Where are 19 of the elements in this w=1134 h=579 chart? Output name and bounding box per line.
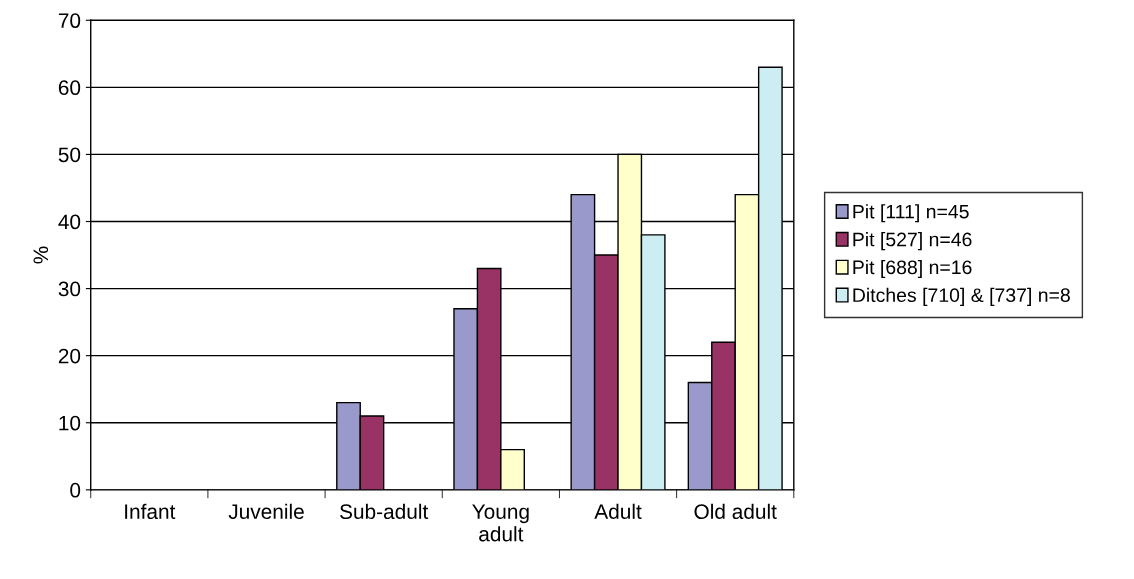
legend-label: Pit [688] n=16 — [853, 259, 972, 279]
y-tick-label: 50 — [58, 147, 81, 163]
x-tick-label: Juvenile — [228, 503, 304, 520]
x-tick-label: Young adult — [472, 504, 529, 542]
x-tick-label: Infant — [125, 503, 176, 520]
y-tick-label: 30 — [58, 281, 81, 297]
legend-label: Pit [527] n=46 — [853, 232, 972, 251]
y-tick-label: 0 — [70, 482, 81, 498]
y-tick-label: 40 — [58, 214, 81, 230]
y-tick-label: 10 — [59, 415, 81, 431]
y-tick-label: 70 — [58, 13, 81, 29]
y-tick-label: 60 — [58, 80, 81, 96]
legend-label: Pit [111] n=45 — [853, 204, 969, 223]
x-tick-label: Adult — [594, 503, 642, 520]
y-tick-label: 20 — [58, 348, 81, 364]
x-tick-label: Old adult — [694, 503, 777, 520]
x-tick-label: Sub-adult — [340, 503, 429, 520]
legend-label: Ditches [710] & [737] n=8 — [853, 287, 1070, 306]
y-axis-title: % — [33, 246, 49, 264]
